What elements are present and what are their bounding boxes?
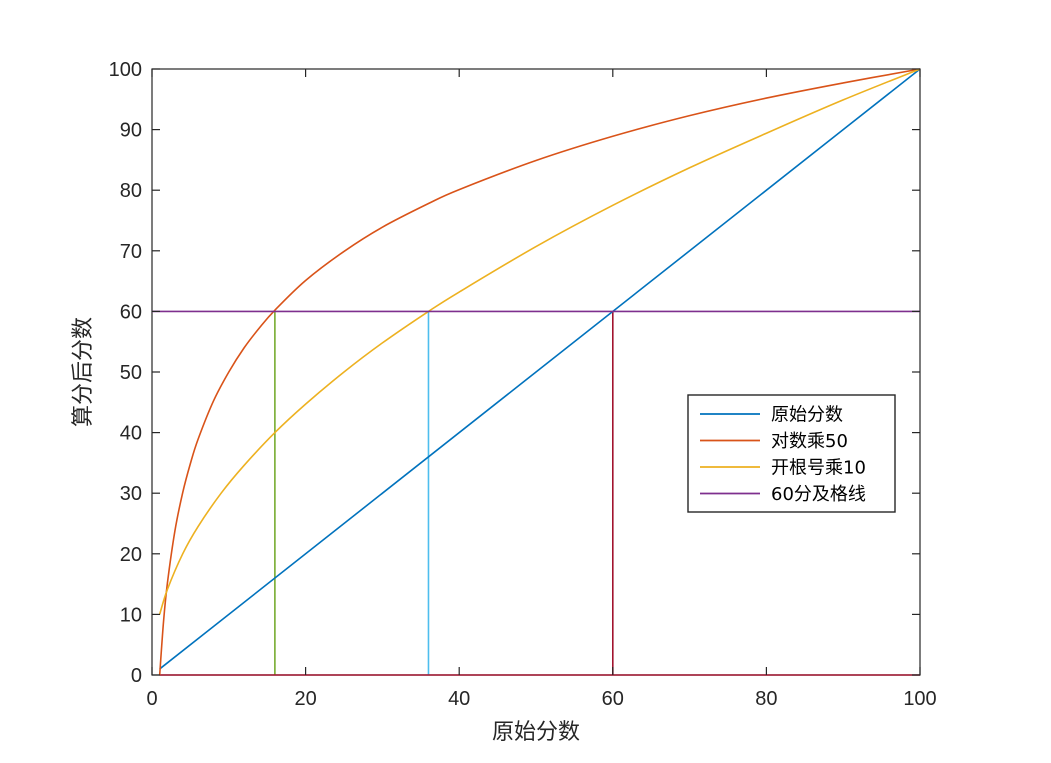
- y-tick-label: 90: [120, 120, 142, 142]
- x-tick-label: 40: [448, 688, 470, 710]
- y-tick-label: 100: [109, 59, 142, 81]
- series-line-log-x50: [158, 68, 921, 676]
- series-line-sqrt-x10: [158, 68, 921, 615]
- x-tick-label: 0: [146, 688, 157, 710]
- y-axis-ticks: 0 10 20 30 40 50 60 70 80 90 100: [109, 59, 920, 687]
- x-tick-label: 80: [755, 688, 777, 710]
- x-tick-label: 100: [903, 688, 936, 710]
- x-axis-label: 原始分数: [492, 720, 580, 745]
- y-tick-label: 20: [120, 544, 142, 566]
- y-tick-label: 0: [131, 665, 142, 687]
- y-tick-label: 70: [120, 241, 142, 263]
- series-line-original: [159, 68, 921, 670]
- y-tick-label: 50: [120, 362, 142, 384]
- legend-entry-label: 对数乘50: [771, 431, 848, 452]
- x-axis-ticks: 0 20 40 60 80 100: [146, 69, 937, 710]
- y-tick-label: 30: [120, 483, 142, 505]
- legend-entry-label: 开根号乘10: [771, 458, 866, 479]
- legend-entry-label: 60分及格线: [771, 484, 866, 505]
- x-tick-label: 60: [602, 688, 624, 710]
- y-tick-label: 80: [120, 180, 142, 202]
- x-tick-label: 20: [294, 688, 316, 710]
- legend-entry-label: 原始分数: [771, 405, 843, 426]
- y-tick-label: 10: [120, 604, 142, 626]
- plot-area: [151, 68, 921, 676]
- y-axis-label: 算分后分数: [71, 317, 96, 427]
- y-tick-label: 40: [120, 423, 142, 445]
- y-tick-label: 60: [120, 301, 142, 323]
